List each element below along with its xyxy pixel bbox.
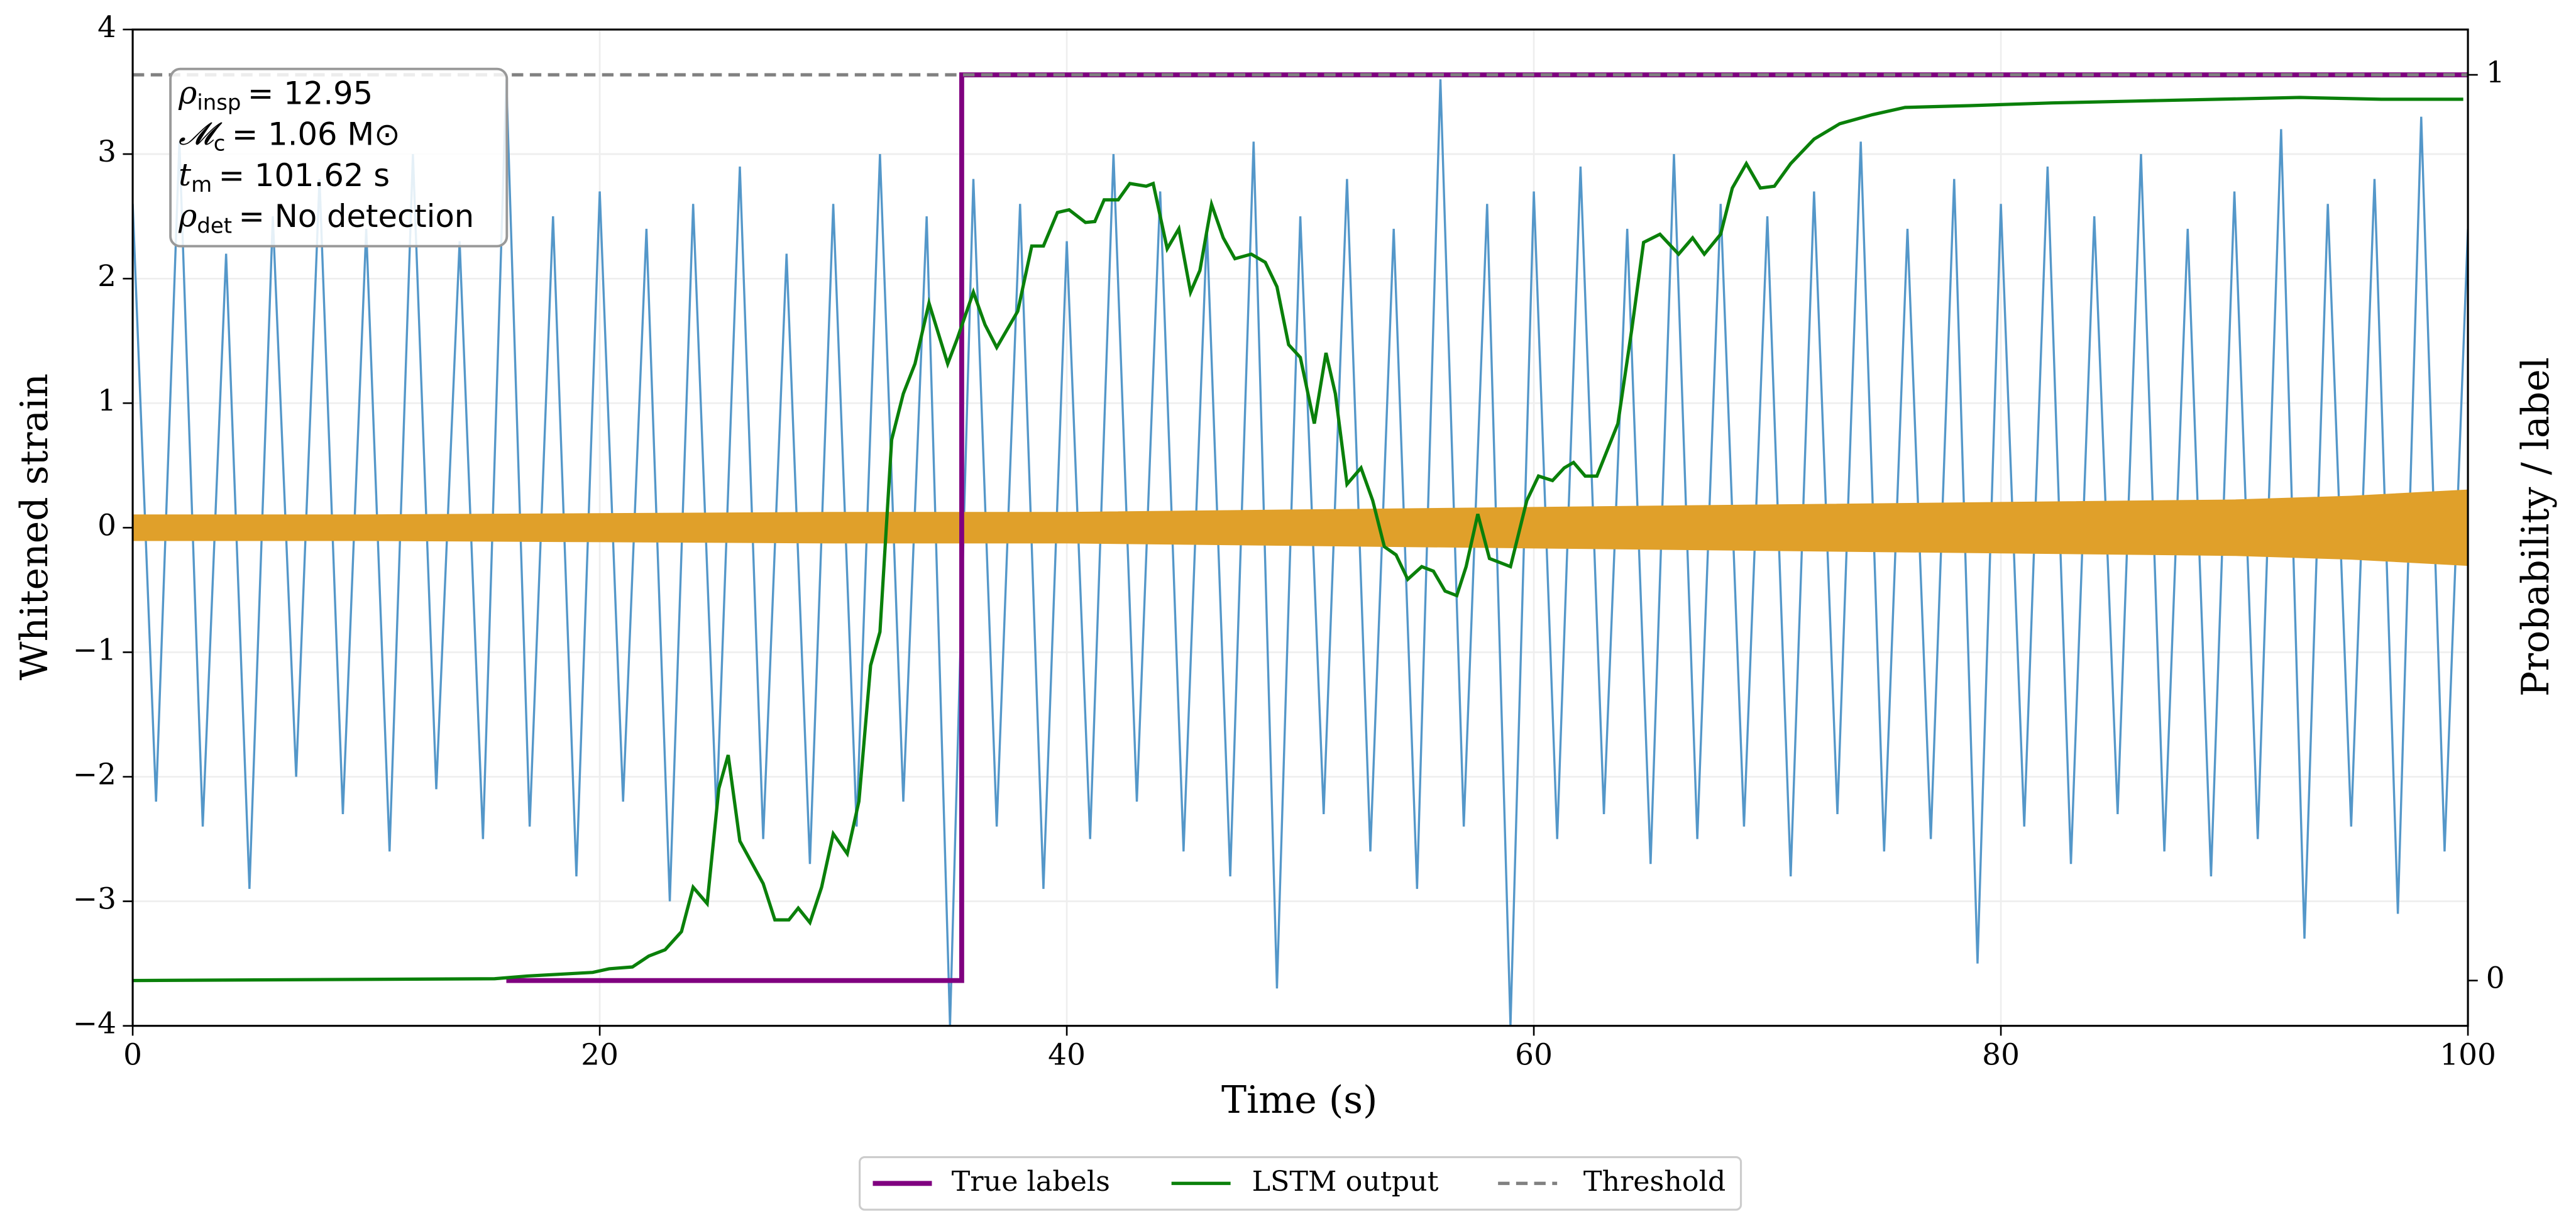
annotation-subscript: det <box>197 214 232 238</box>
annotation-subscript: insp <box>197 91 241 115</box>
y2-tick-label: 1 <box>2486 55 2505 90</box>
annotation-text: = 12.95 <box>248 75 373 111</box>
x-tick-label: 20 <box>581 1037 619 1072</box>
y-tick-label: 0 <box>97 508 116 543</box>
annotation-line: ρinsp = 12.95 <box>178 74 373 115</box>
y-tick-label: 1 <box>97 384 116 418</box>
annotation-symbol: ρ <box>178 197 197 234</box>
annotation-symbol: t <box>179 157 191 193</box>
annotation-subscript: c <box>214 131 226 156</box>
annotation-line: 𝓜c = 1.06 M⊙ <box>179 116 400 157</box>
plot-area <box>133 72 2469 1026</box>
strain-line <box>133 79 2469 1026</box>
annotation-text: = 1.06 M⊙ <box>232 116 400 152</box>
y-tick-label: −2 <box>73 757 116 792</box>
x-tick-label: 0 <box>123 1037 142 1072</box>
legend-label: Threshold <box>1583 1166 1726 1198</box>
y-axis-label: Whitened strain <box>13 373 57 680</box>
series-line <box>133 96 2463 983</box>
y2-tick-label: 0 <box>2486 961 2505 996</box>
legend-label: LSTM output <box>1252 1166 1439 1198</box>
signal-area <box>133 489 2469 566</box>
annotation-text: = No detection <box>238 198 474 235</box>
x-tick-label: 40 <box>1048 1037 1086 1072</box>
legend-frame <box>859 1156 1742 1211</box>
legend-label: True labels <box>952 1166 1110 1198</box>
series-line <box>506 72 2469 983</box>
legend: True labels LSTM output Threshold <box>859 1156 1742 1211</box>
x-tick-label: 80 <box>1982 1037 2020 1072</box>
y-tick-label: 3 <box>97 135 116 169</box>
annotation-text: = 101.62 s <box>219 157 390 193</box>
annotation-line: tm = 101.62 s <box>179 157 390 197</box>
x-tick-label: 100 <box>2440 1037 2496 1072</box>
annotation-line: ρdet = No detection <box>178 197 474 238</box>
y-tick-label: −3 <box>73 882 116 917</box>
y-tick-label: −1 <box>73 632 116 667</box>
y2-axis-label: Probability / label <box>2514 357 2558 697</box>
x-axis-label: Time (s) <box>1221 1078 1377 1122</box>
y-tick-label: 2 <box>97 259 116 294</box>
annotation-symbol: ρ <box>178 74 197 111</box>
y-tick-label: 4 <box>97 10 116 45</box>
x-tick-label: 60 <box>1515 1037 1553 1072</box>
annotation-frame <box>169 67 509 248</box>
annotation-subscript: m <box>191 173 212 197</box>
y-tick-label: −4 <box>73 1007 116 1041</box>
